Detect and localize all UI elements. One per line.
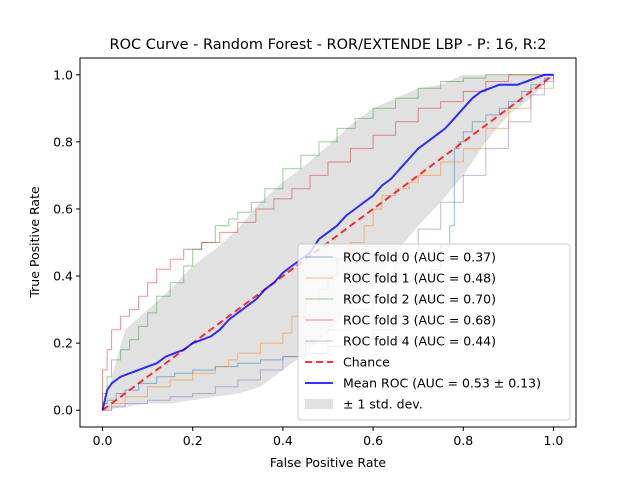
y-tick-label: 0.8: [53, 134, 73, 149]
chance-line: [101, 73, 555, 412]
y-tick-label: 0.2: [53, 336, 73, 351]
plot-frame: [79, 57, 577, 428]
legend-label: ROC fold 4 (AUC = 0.44): [343, 334, 496, 349]
legend-label: ROC fold 0 (AUC = 0.37): [343, 250, 496, 265]
legend-swatch-std: [305, 399, 333, 409]
x-tick-label: 1.0: [544, 433, 564, 448]
mean-roc-line: [101, 73, 554, 411]
y-tick-label: 1.0: [53, 67, 73, 82]
x-tick-label: 0.4: [273, 433, 293, 448]
y-axis-ticks: 0.0 0.2 0.4 0.6 0.8 1.0: [53, 67, 80, 418]
roc-fold-3-line: [102, 74, 554, 411]
legend-label: ROC fold 1 (AUC = 0.48): [343, 271, 496, 286]
x-axis-ticks: 0.0 0.2 0.4 0.6 0.8 1.0: [93, 427, 564, 448]
y-axis-title: True Positive Rate: [27, 186, 42, 299]
roc-fold-2-line: [102, 74, 554, 411]
x-tick-label: 0.2: [183, 433, 203, 448]
x-tick-label: 0.0: [93, 433, 113, 448]
legend-label: Chance: [343, 355, 390, 370]
legend-label: Mean ROC (AUC = 0.53 ± 0.13): [343, 376, 541, 391]
x-tick-label: 0.8: [453, 433, 473, 448]
y-tick-label: 0.4: [53, 269, 73, 284]
y-tick-label: 0.6: [53, 201, 73, 216]
chart-title: ROC Curve - Random Forest - ROR/EXTENDE …: [110, 37, 547, 53]
x-tick-label: 0.6: [363, 433, 383, 448]
legend-label: ROC fold 3 (AUC = 0.68): [343, 313, 496, 328]
legend-label: ± 1 std. dev.: [343, 397, 423, 412]
legend: ROC fold 0 (AUC = 0.37) ROC fold 1 (AUC =…: [297, 243, 571, 421]
x-axis-title: False Positive Rate: [270, 455, 386, 470]
y-tick-label: 0.0: [53, 403, 73, 418]
legend-label: ROC fold 2 (AUC = 0.70): [343, 292, 496, 307]
legend-box: [297, 243, 571, 421]
